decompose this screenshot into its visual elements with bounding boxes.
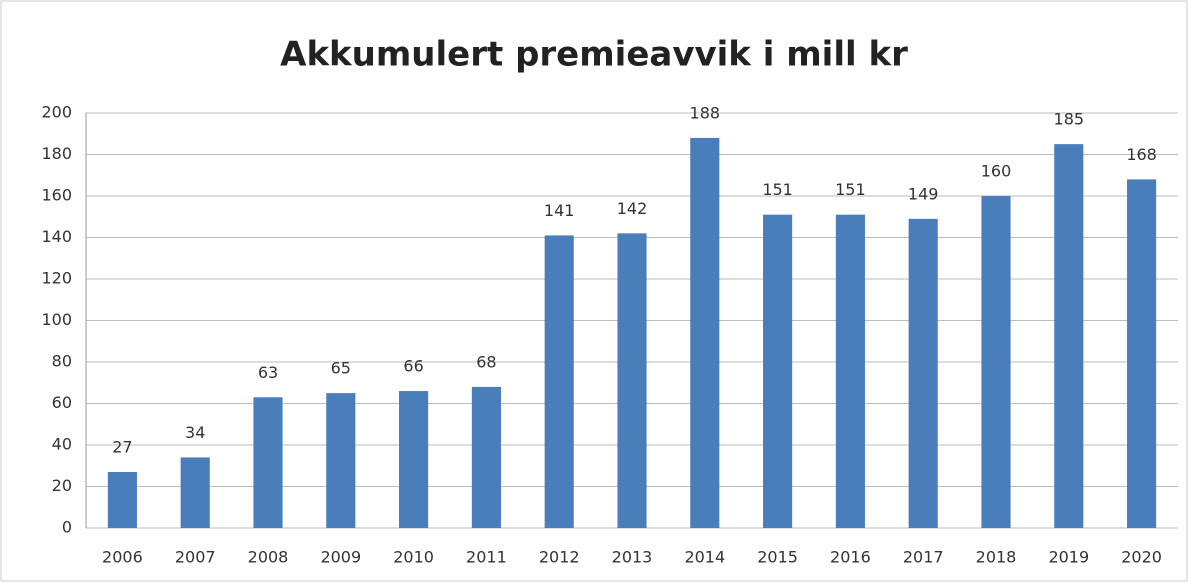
y-tick-label: 160 — [41, 186, 72, 205]
bar — [253, 397, 283, 528]
bar — [835, 214, 865, 529]
y-tick-label: 120 — [41, 269, 72, 288]
x-tick-label: 2012 — [539, 548, 580, 567]
data-label: 149 — [908, 184, 939, 203]
bar — [399, 391, 429, 528]
y-tick-label: 60 — [52, 393, 72, 412]
data-label: 68 — [476, 352, 496, 371]
data-label: 168 — [1126, 145, 1157, 164]
chart-title: Akkumulert premieavvik i mill kr — [280, 35, 908, 75]
bar — [908, 218, 938, 528]
x-tick-label: 2019 — [1048, 548, 1089, 567]
bar — [690, 137, 720, 528]
x-tick-label: 2013 — [612, 548, 653, 567]
bar — [471, 386, 501, 528]
y-tick-label: 20 — [52, 476, 72, 495]
data-label: 188 — [690, 103, 721, 122]
data-label: 185 — [1054, 110, 1085, 129]
x-tick-label: 2014 — [684, 548, 725, 567]
bar — [180, 457, 210, 528]
x-tick-label: 2009 — [320, 548, 361, 567]
data-label: 63 — [258, 363, 278, 382]
bar — [1054, 144, 1084, 528]
y-tick-label: 100 — [41, 310, 72, 329]
x-tick-label: 2020 — [1121, 548, 1162, 567]
bar — [1127, 179, 1157, 528]
x-tick-label: 2016 — [830, 548, 871, 567]
y-tick-label: 0 — [62, 518, 72, 537]
data-label: 142 — [617, 199, 648, 218]
data-label: 141 — [544, 201, 575, 220]
y-tick-label: 200 — [41, 103, 72, 122]
data-label: 151 — [835, 180, 866, 199]
data-label: 66 — [403, 357, 423, 376]
bar — [763, 214, 793, 529]
data-label: 34 — [185, 423, 205, 442]
bar — [617, 233, 647, 528]
bar — [107, 471, 137, 528]
x-tick-label: 2017 — [903, 548, 944, 567]
data-label: 151 — [762, 180, 793, 199]
x-tick-label: 2018 — [976, 548, 1017, 567]
bar — [326, 393, 356, 528]
bar — [544, 235, 574, 529]
y-tick-label: 40 — [52, 435, 72, 454]
x-tick-label: 2010 — [393, 548, 434, 567]
x-tick-label: 2006 — [102, 548, 143, 567]
x-tick-label: 2007 — [175, 548, 216, 567]
bar — [981, 196, 1011, 528]
data-label: 160 — [981, 162, 1012, 181]
y-tick-label: 80 — [52, 352, 72, 371]
data-label: 65 — [331, 359, 351, 378]
x-tick-label: 2011 — [466, 548, 507, 567]
y-tick-label: 180 — [41, 144, 72, 163]
x-tick-label: 2008 — [248, 548, 289, 567]
x-tick-label: 2015 — [757, 548, 798, 567]
y-tick-label: 140 — [41, 227, 72, 246]
data-label: 27 — [112, 437, 132, 456]
